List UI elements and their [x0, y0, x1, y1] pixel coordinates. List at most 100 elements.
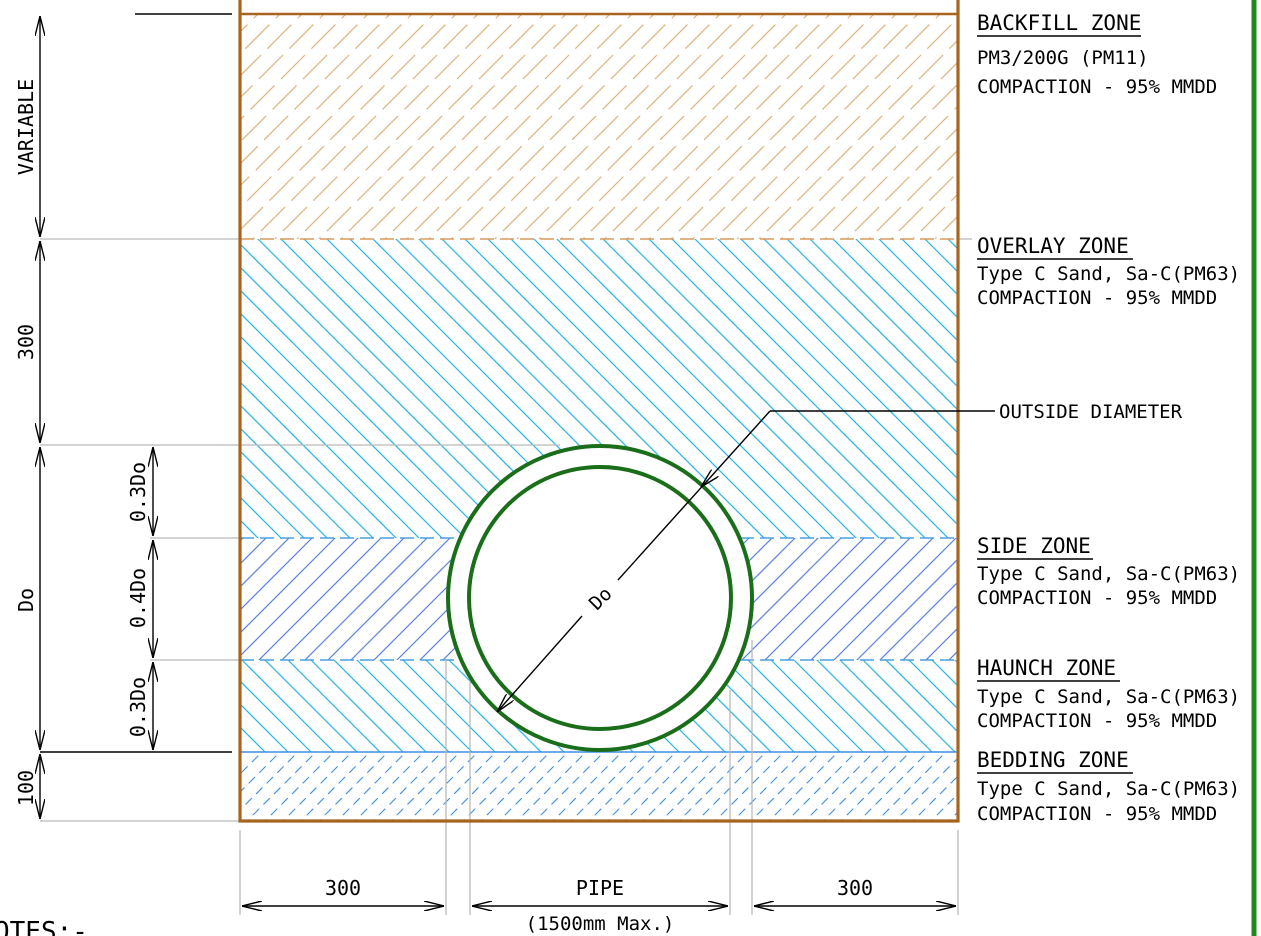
bedding-hatch-line — [0, 0, 510, 900]
overlay-hatch-line — [0, 0, 413, 900]
bedding-hatch-line — [1122, 0, 1261, 900]
bedding-hatch-line — [0, 0, 330, 900]
haunch-hatch-line — [1238, 0, 1261, 900]
overlay-hatch-line — [240, 404, 374, 538]
bedding-hatch-line — [78, 0, 978, 900]
dim-bedding-label: 100 — [14, 770, 38, 806]
haunch-hatch-line — [0, 0, 321, 900]
overlay-hatch-line — [240, 289, 489, 538]
overlay-hatch-line — [694, 239, 958, 503]
bedding-hatch-line — [1158, 0, 1261, 900]
haunch-hatch-line — [0, 0, 367, 900]
backfill-hatch-line — [714, 14, 941, 239]
bedding-hatch-line — [0, 0, 888, 900]
bedding-hatch-line — [0, 0, 456, 900]
side-hatch-line — [240, 538, 359, 657]
backfill-hatch-line — [428, 14, 655, 239]
haunch-hatch-line — [433, 0, 1261, 900]
backfill-hatch-line — [758, 39, 958, 239]
overlay-hatch-line — [556, 239, 857, 538]
backfill-hatch-line — [824, 105, 958, 239]
bedding-hatch-line — [480, 752, 551, 821]
side-hatch-line — [0, 0, 643, 900]
side-hatch-line — [0, 0, 344, 900]
overlay-hatch-line — [1123, 0, 1261, 900]
haunch-hatch-line — [701, 660, 795, 752]
backfill-zone-title: BACKFILL ZONE — [977, 11, 1141, 35]
haunch-hatch-line — [678, 660, 772, 752]
diameter-leader-lower — [497, 615, 583, 712]
side-hatch-line — [0, 0, 574, 900]
haunch-hatch-line — [1146, 0, 1261, 900]
haunch-hatch-line — [425, 660, 519, 752]
dim-middle-label: 0.4Do — [126, 568, 150, 628]
bedding-hatch-line — [0, 0, 528, 900]
overlay-hatch-line — [1238, 0, 1261, 900]
overlay-zone-label: OVERLAY ZONE Type C Sand, Sa-C(PM63) COM… — [977, 234, 1240, 309]
overlay-hatch-line — [533, 239, 834, 538]
backfill-hatch-line — [252, 14, 479, 239]
haunch-hatch-line — [594, 0, 1261, 900]
backfill-hatch-line — [582, 14, 809, 239]
overlay-hatch-line — [280, 239, 581, 538]
haunch-hatch-line — [264, 660, 358, 752]
bedding-hatch-line — [0, 0, 6, 900]
bedding-zone-label: BEDDING ZONE Type C Sand, Sa-C(PM63) COM… — [977, 748, 1240, 825]
side-hatch-line — [0, 0, 459, 900]
backfill-hatch-line — [384, 14, 611, 239]
side-zone-material: Type C Sand, Sa-C(PM63) — [977, 563, 1240, 585]
side-hatch-line — [0, 0, 275, 900]
haunch-zone-label: HAUNCH ZONE Type C Sand, Sa-C(PM63) COMP… — [977, 656, 1240, 732]
overlay-zone-title: OVERLAY ZONE — [977, 234, 1129, 258]
overlay-hatch-line — [625, 239, 926, 538]
bedding-hatch-line — [0, 0, 618, 900]
backfill-hatch-line — [240, 14, 259, 33]
backfill-hatch-line — [538, 14, 765, 239]
overlay-hatch-line — [0, 0, 275, 900]
side-hatch-line — [240, 538, 244, 542]
side-hatch-line — [0, 0, 528, 900]
diameter-leader-lower-arrow-fix — [701, 483, 705, 487]
backfill-hatch-line — [670, 0, 1261, 900]
overlay-hatch-line — [441, 239, 742, 538]
backfill-hatch-line — [1176, 0, 1261, 900]
haunch-hatch-line — [839, 660, 933, 752]
bedding-hatch-line — [1194, 0, 1261, 900]
overlay-hatch-line — [257, 239, 558, 538]
dim-pipe-zone-label: Do — [14, 588, 38, 612]
overlay-hatch-line — [303, 239, 604, 538]
bedding-hatch-line — [1176, 0, 1261, 900]
notes-heading: OTES:- — [0, 917, 88, 936]
haunch-zone-material: Type C Sand, Sa-C(PM63) — [977, 686, 1240, 708]
haunch-hatch-line — [617, 0, 1261, 900]
backfill-hatch-line — [626, 14, 853, 239]
overlay-hatch-line — [924, 239, 958, 273]
bedding-hatch-line — [660, 752, 731, 821]
overlay-zone-compaction: COMPACTION - 95% MMDD — [977, 287, 1217, 309]
haunch-hatch-line — [571, 0, 1261, 900]
haunch-hatch-line — [747, 660, 841, 752]
overlay-hatch-line — [240, 358, 420, 538]
dim-right-clearance-label: 300 — [837, 876, 873, 900]
overlay-hatch-line — [579, 239, 880, 538]
bedding-hatch-line — [0, 0, 654, 900]
backfill-hatch-line — [1154, 0, 1261, 900]
overlay-hatch-line — [832, 239, 958, 365]
haunch-hatch-line — [333, 660, 427, 752]
overlay-hatch-line — [602, 239, 903, 538]
bedding-hatch-line — [0, 0, 816, 900]
backfill-hatch-line — [516, 14, 743, 239]
backfill-hatch-line — [1132, 0, 1261, 900]
dim-pipe-max-label: (1500mm Max.) — [526, 913, 675, 935]
backfill-hatch-line — [846, 127, 958, 239]
bedding-hatch-line — [0, 0, 600, 900]
overlay-hatch-line — [0, 0, 597, 900]
bedding-hatch-line — [0, 0, 762, 900]
side-hatch-line — [810, 538, 934, 660]
haunch-hatch-line — [0, 0, 298, 900]
overlay-hatch-line — [0, 0, 367, 900]
overlay-hatch-line — [786, 239, 958, 411]
side-hatch-line — [833, 538, 957, 660]
haunch-hatch-line — [686, 0, 1261, 900]
haunch-hatch-line — [241, 660, 335, 752]
